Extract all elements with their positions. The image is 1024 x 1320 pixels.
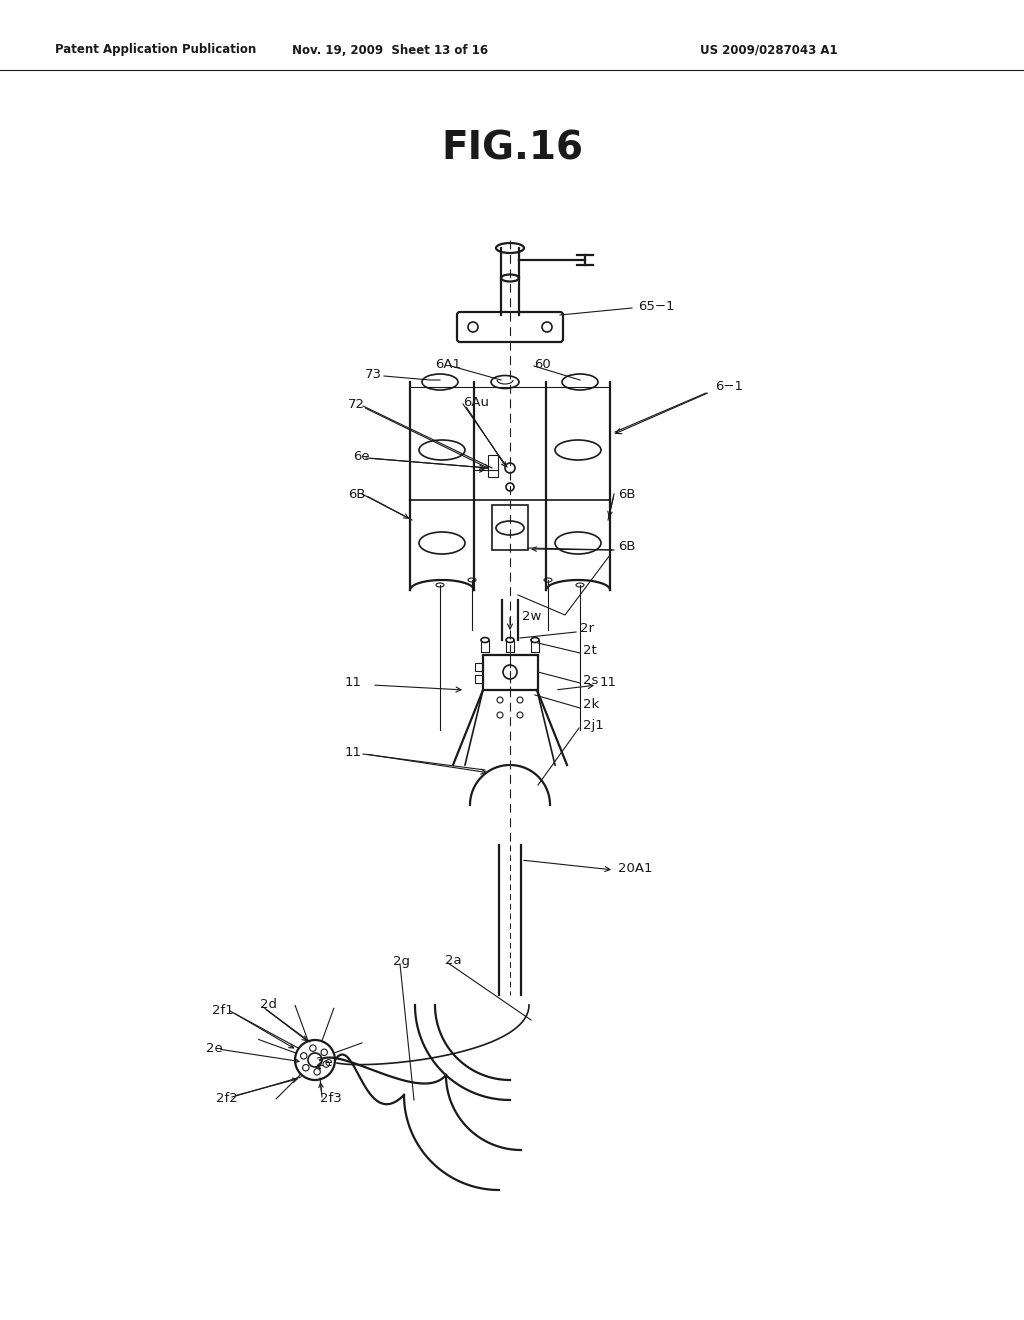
Text: 2j1: 2j1 (583, 718, 604, 731)
Text: 2e: 2e (206, 1041, 223, 1055)
Text: 2d: 2d (260, 998, 278, 1011)
Text: 11: 11 (345, 676, 362, 689)
Bar (488, 455, 498, 477)
Text: 11: 11 (345, 746, 362, 759)
Text: 6A1: 6A1 (435, 358, 461, 371)
Text: 6−1: 6−1 (715, 380, 743, 393)
Text: 20A1: 20A1 (618, 862, 652, 874)
Bar (475, 663, 483, 671)
Text: 2r: 2r (580, 622, 594, 635)
Text: 60: 60 (534, 358, 551, 371)
Bar (483, 655, 538, 690)
Text: 2w: 2w (522, 610, 542, 623)
Text: 11: 11 (600, 676, 617, 689)
Text: 72: 72 (348, 397, 365, 411)
Text: Patent Application Publication: Patent Application Publication (55, 44, 256, 57)
Text: 2k: 2k (583, 698, 599, 711)
Text: 2f1: 2f1 (212, 1003, 233, 1016)
Text: 73: 73 (365, 367, 382, 380)
Text: 2a: 2a (445, 953, 462, 966)
Text: 6B: 6B (348, 487, 366, 500)
Text: 65−1: 65−1 (638, 301, 675, 314)
Text: Nov. 19, 2009  Sheet 13 of 16: Nov. 19, 2009 Sheet 13 of 16 (292, 44, 488, 57)
Text: 6B: 6B (618, 540, 636, 553)
Text: 6B: 6B (618, 487, 636, 500)
Bar (475, 675, 483, 682)
Text: 6e: 6e (353, 450, 370, 462)
Bar (492, 506, 528, 550)
Text: 2f3: 2f3 (319, 1092, 342, 1105)
Text: 2t: 2t (583, 644, 597, 656)
Text: 2s: 2s (583, 673, 598, 686)
Text: 2f2: 2f2 (216, 1092, 238, 1105)
Text: FIG.16: FIG.16 (441, 129, 583, 168)
Text: US 2009/0287043 A1: US 2009/0287043 A1 (700, 44, 838, 57)
Text: 6Au: 6Au (463, 396, 489, 408)
Text: 2e: 2e (316, 1056, 333, 1069)
Text: 2g: 2g (393, 956, 410, 969)
